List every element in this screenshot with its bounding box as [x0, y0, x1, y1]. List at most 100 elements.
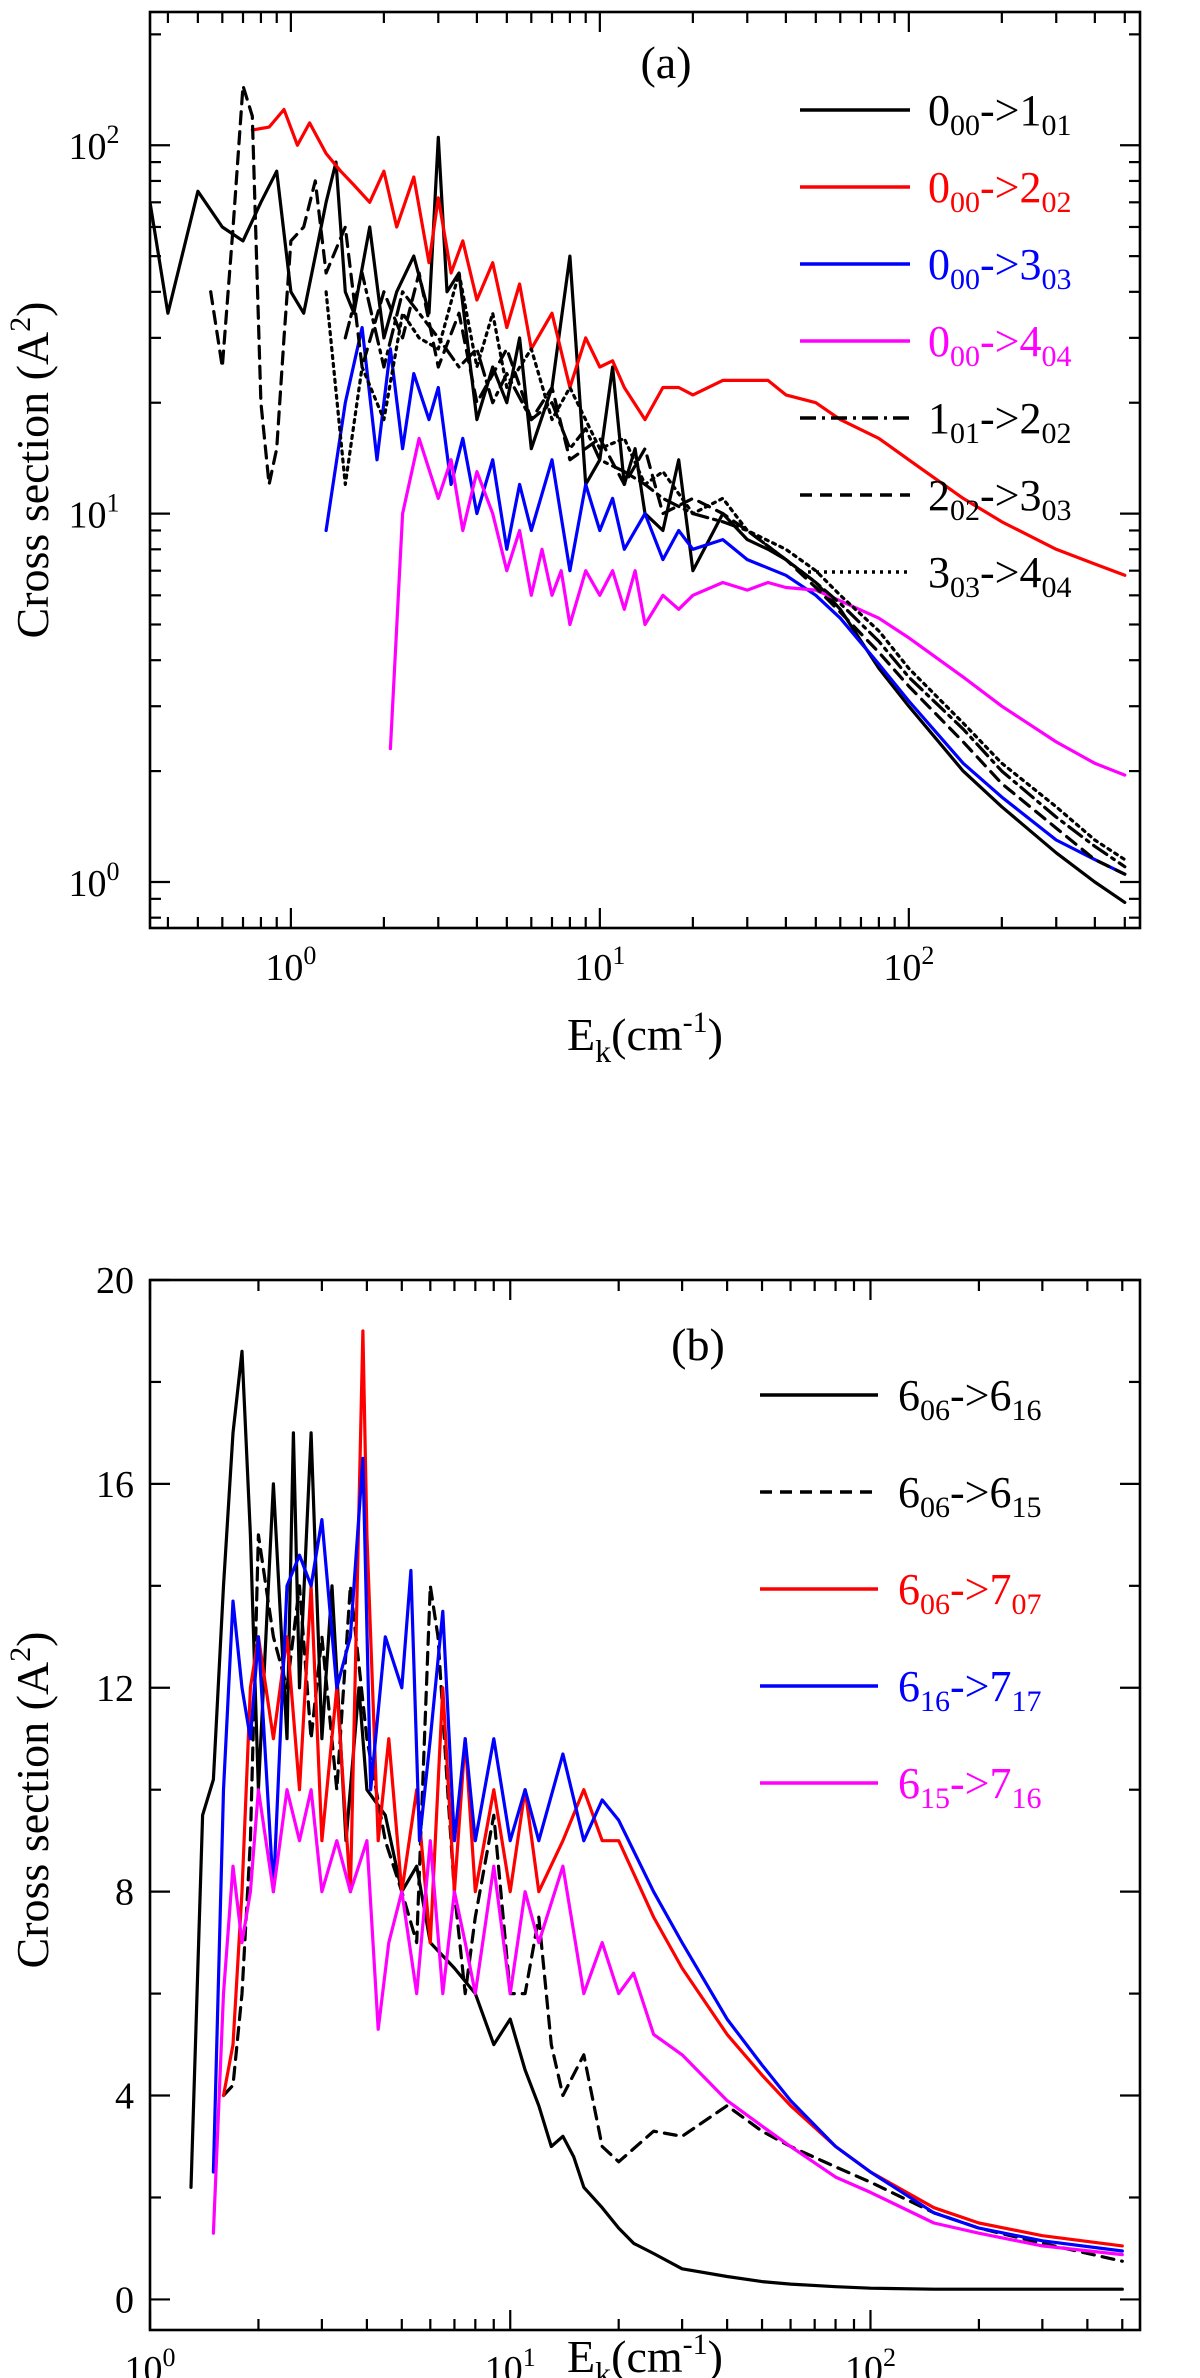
y-axis-label: Cross section (A2)	[4, 1632, 58, 1969]
legend-state-from: 0	[928, 86, 950, 135]
legend-state-to-sub: 17	[1011, 1685, 1041, 1718]
series-line-6_06->7_07	[221, 1329, 1124, 2248]
legend-arrow: ->	[950, 1662, 989, 1711]
legend-entry: 606->615	[898, 1468, 1041, 1524]
x-axis-label: Ek(cm-1)	[567, 1006, 723, 1069]
legend-state-from: 6	[898, 1565, 920, 1614]
legend-state-from-sub: 00	[950, 263, 980, 296]
y-tick-label-base: 10	[69, 495, 107, 537]
legend-state-from-sub: 06	[920, 1588, 950, 1621]
legend-state-from-sub: 00	[950, 109, 980, 142]
legend-arrow: ->	[980, 317, 1019, 366]
x-axis-label-rest: (cm	[611, 1009, 683, 1060]
legend-entry: 000->202	[928, 163, 1071, 219]
y-tick-label: 8	[115, 1872, 134, 1914]
legend-state-from: 0	[928, 163, 950, 212]
x-tick-label-base: 10	[883, 947, 921, 989]
x-tick-label: 100	[125, 2343, 176, 2378]
legend-state-from: 2	[928, 471, 950, 520]
y-tick-label: 12	[96, 1668, 134, 1710]
x-tick-label-base: 10	[125, 2349, 163, 2378]
legend-state-from-sub: 06	[920, 1394, 950, 1427]
legend-state-from-sub: 02	[950, 494, 980, 527]
y-tick-label-exp: 2	[107, 120, 120, 149]
legend-state-from: 0	[928, 240, 950, 289]
axes-frame	[148, 1278, 1142, 2332]
y-axis-label-end: )	[7, 302, 58, 317]
y-tick-label: 100	[69, 857, 120, 905]
x-tick-label-exp: 1	[612, 941, 625, 970]
x-axis-label-end: )	[708, 2331, 723, 2378]
legend-state-from: 1	[928, 394, 950, 443]
x-tick-label: 101	[574, 941, 625, 989]
legend-state-to: 3	[1019, 471, 1041, 520]
legend-entry: 303->404	[928, 548, 1071, 604]
series-line-3_03->4_04	[324, 271, 1127, 862]
legend-state-to-sub: 03	[1041, 494, 1071, 527]
legend-state-from-sub: 15	[920, 1782, 950, 1815]
legend-state-to: 2	[1019, 163, 1041, 212]
legend: 000->101000->202000->303000->404101->202…	[800, 86, 1071, 604]
legend-state-to: 6	[989, 1468, 1011, 1517]
y-axis-label-sup: 2	[4, 317, 37, 332]
x-axis-label-sub: k	[595, 1033, 611, 1069]
series-group	[189, 1329, 1124, 2291]
legend-state-from-sub: 00	[950, 186, 980, 219]
y-axis-label-sup: 2	[4, 1647, 37, 1662]
legend-state-from-sub: 00	[950, 340, 980, 373]
legend-state-to-sub: 15	[1011, 1491, 1041, 1524]
y-axis-label-end: )	[7, 1632, 58, 1647]
x-axis-label: Ek(cm-1)	[567, 2328, 723, 2378]
y-axis-label-main: Cross section (A	[7, 1662, 58, 1969]
legend-state-from-sub: 01	[950, 417, 980, 450]
x-tick-label-exp: 2	[921, 941, 934, 970]
y-tick-label-base: 10	[69, 863, 107, 905]
legend-entry: 202->303	[928, 471, 1071, 527]
y-tick-label-base: 10	[69, 126, 107, 168]
legend-state-from: 6	[898, 1468, 920, 1517]
legend-state-to-sub: 16	[1011, 1782, 1041, 1815]
legend-arrow: ->	[980, 394, 1019, 443]
y-tick-label: 0	[115, 2279, 134, 2321]
legend-entry: 000->101	[928, 86, 1071, 142]
legend-state-to-sub: 04	[1041, 571, 1071, 604]
legend-state-to: 3	[1019, 240, 1041, 289]
x-axis-label-sup: -1	[683, 1006, 708, 1039]
panel-label: (b)	[671, 1319, 725, 1370]
y-axis-label: Cross section (A2)	[4, 302, 58, 639]
legend-arrow: ->	[950, 1468, 989, 1517]
legend-state-to: 4	[1019, 548, 1041, 597]
legend-entry: 000->404	[928, 317, 1071, 373]
x-axis-label-main: E	[567, 2331, 595, 2378]
x-tick-label-exp: 2	[883, 2343, 896, 2372]
legend-state-to: 7	[989, 1565, 1011, 1614]
y-tick-label: 20	[96, 1260, 134, 1302]
legend-state-to-sub: 03	[1041, 263, 1071, 296]
legend-state-from: 6	[898, 1371, 920, 1420]
y-tick-label: 102	[69, 120, 120, 168]
legend-arrow: ->	[950, 1371, 989, 1420]
legend-arrow: ->	[950, 1565, 989, 1614]
x-tick-label: 100	[265, 941, 316, 989]
x-tick-label: 101	[485, 2343, 536, 2378]
x-tick-label: 102	[883, 941, 934, 989]
legend-arrow: ->	[980, 548, 1019, 597]
x-axis-label-end: )	[708, 1009, 723, 1060]
y-tick-label: 4	[115, 2076, 134, 2118]
legend-state-to-sub: 02	[1041, 417, 1071, 450]
x-tick-label-base: 10	[574, 947, 612, 989]
y-tick-label-exp: 0	[107, 857, 120, 886]
axes-frame	[148, 10, 1142, 930]
legend-state-to-sub: 04	[1041, 340, 1071, 373]
legend-state-from-sub: 16	[920, 1685, 950, 1718]
x-tick-label-base: 10	[265, 947, 303, 989]
legend-entry: 101->202	[928, 394, 1071, 450]
y-tick-label-exp: 1	[107, 489, 120, 518]
series-line-0_00->3_03	[324, 325, 1127, 876]
legend-arrow: ->	[980, 163, 1019, 212]
legend-state-to: 1	[1019, 86, 1041, 135]
